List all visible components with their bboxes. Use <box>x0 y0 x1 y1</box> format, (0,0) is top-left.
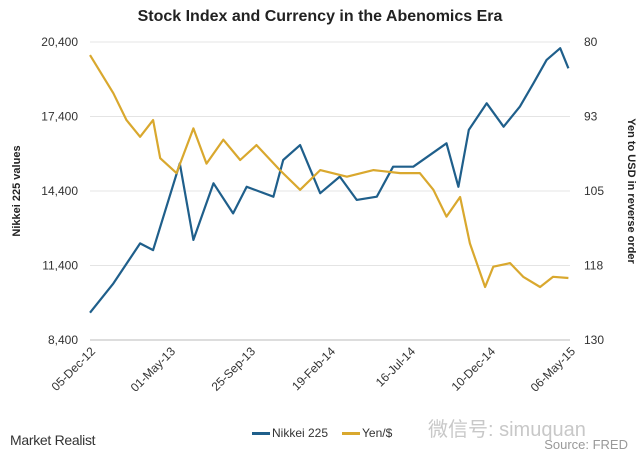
legend-label: Yen/$ <box>362 426 393 440</box>
y-tick-label: 14,400 <box>41 184 78 198</box>
x-tick-label: 05-Dec-12 <box>49 344 99 394</box>
legend-item-nikkei: Nikkei 225 <box>252 426 328 440</box>
y2-tick-label: 118 <box>584 259 603 273</box>
legend-label: Nikkei 225 <box>272 426 329 440</box>
yen-series-line <box>89 54 569 289</box>
y2-tick-label: 80 <box>584 35 598 49</box>
x-tick-label: 16-Jul-14 <box>373 344 419 390</box>
y2-tick-label: 105 <box>584 184 604 198</box>
x-tick-label: 10-Dec-14 <box>449 344 499 394</box>
y-tick-label: 17,400 <box>41 110 78 124</box>
source-note: Source: FRED <box>544 437 628 452</box>
y2-axis-label: Yen to USD in reverse order <box>625 118 637 264</box>
x-tick-label: 25-Sep-13 <box>209 344 259 394</box>
x-tick-label: 01-May-13 <box>128 344 179 395</box>
y2-tick-label: 130 <box>584 333 604 347</box>
legend-swatch <box>342 432 361 436</box>
chart-title: Stock Index and Currency in the Abenomic… <box>137 8 503 25</box>
y2-tick-label: 93 <box>584 110 598 124</box>
x-tick-label: 06-May-15 <box>528 344 579 395</box>
legend-swatch <box>252 432 270 436</box>
y-tick-label: 8,400 <box>48 333 78 347</box>
nikkei-series-line <box>89 47 570 314</box>
y-tick-label: 20,400 <box>41 35 78 49</box>
market-realist-logo: Market Realist <box>10 432 96 448</box>
watermark: 微信号: simuquan <box>428 419 586 441</box>
y-axis-label: Nikkei 225 values <box>11 145 23 236</box>
legend-item-yen: Yen/$ <box>342 426 392 440</box>
y-tick-label: 11,400 <box>42 259 78 273</box>
x-tick-label: 19-Feb-14 <box>289 344 338 393</box>
legend: Nikkei 225 Yen/$ <box>252 426 392 440</box>
